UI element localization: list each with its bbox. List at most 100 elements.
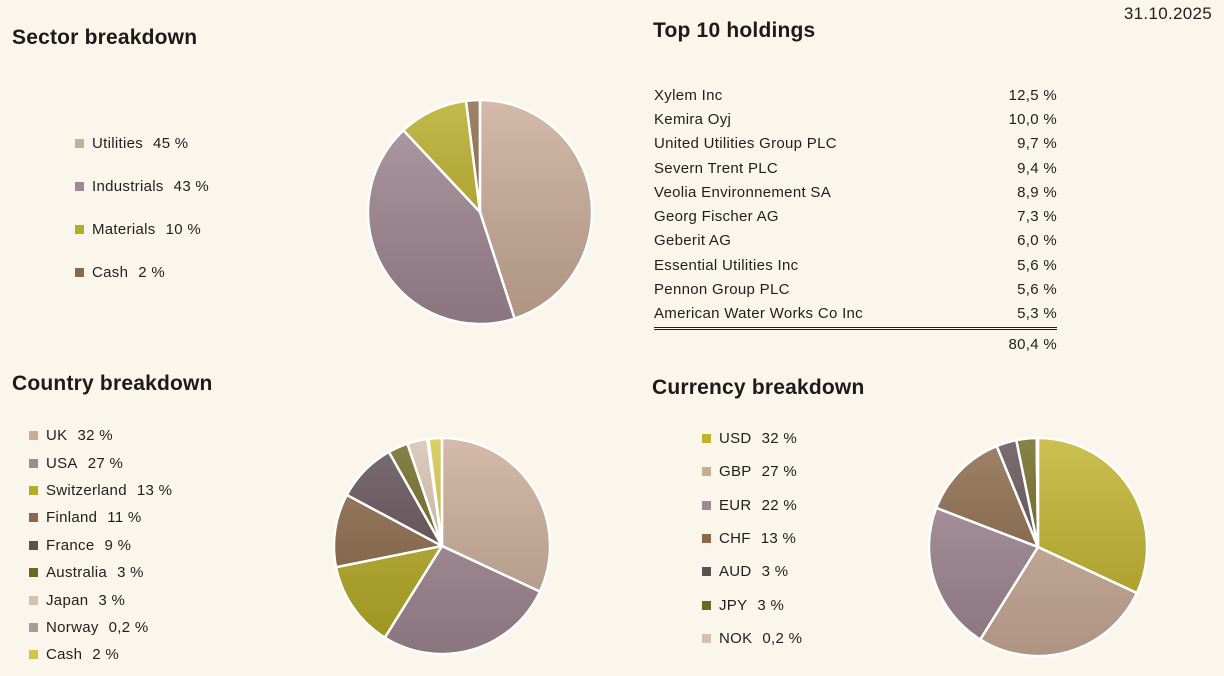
holding-value: 10,0 %: [1008, 110, 1057, 128]
legend-label: GBP: [719, 463, 752, 481]
holding-value: 5,3 %: [1017, 305, 1057, 323]
legend-value: 3 %: [98, 591, 126, 609]
legend-item-norway: Norway 0,2 %: [29, 614, 172, 641]
legend-item-materials: Materials 10 %: [75, 208, 209, 251]
legend-swatch: [75, 225, 84, 234]
legend-swatch: [702, 434, 711, 444]
legend-item-nok: NOK 0,2 %: [702, 622, 802, 655]
holding-name: Pennon Group PLC: [654, 281, 790, 299]
legend-value: 2 %: [138, 264, 165, 281]
legend-swatch: [29, 513, 38, 523]
holdings-total: 80,4 %: [1008, 335, 1057, 353]
currency-legend: USD 32 % GBP 27 % EUR 22 % CHF 13 % AUD 3 % JPY 3 %…: [702, 422, 802, 655]
legend-label: Switzerland: [46, 481, 127, 499]
holding-name: Severn Trent PLC: [654, 159, 779, 177]
holding-row: Pennon Group PLC 5,6 %: [654, 277, 1057, 301]
legend-swatch: [29, 458, 38, 468]
holding-name: Veolia Environnement SA: [654, 183, 832, 201]
country-pie-chart: [322, 426, 562, 666]
legend-value: 45 %: [153, 135, 189, 152]
legend-value: 22 %: [761, 496, 797, 514]
legend-value: 2 %: [92, 646, 119, 664]
legend-item-france: France 9 %: [29, 532, 172, 559]
legend-swatch: [29, 622, 38, 632]
holdings-rows: Xylem Inc 12,5 % Kemira Oyj 10,0 % United Ut…: [654, 83, 1057, 326]
legend-value: 13 %: [760, 530, 797, 548]
currency-pie-chart: [918, 427, 1158, 667]
holding-value: 8,9 %: [1017, 183, 1057, 201]
legend-item-usd: USD 32 %: [702, 422, 802, 455]
legend-swatch: [75, 182, 84, 191]
legend-label: Cash: [46, 646, 83, 664]
legend-value: 11 %: [107, 509, 142, 527]
legend-swatch: [29, 540, 38, 550]
legend-label: France: [46, 536, 95, 554]
holding-row: Georg Fischer AG 7,3 %: [654, 204, 1057, 228]
legend-swatch: [29, 431, 38, 441]
legend-label: AUD: [719, 563, 752, 581]
holding-row: Severn Trent PLC 9,4 %: [654, 156, 1057, 180]
legend-label: Industrials: [92, 178, 164, 195]
legend-label: UK: [46, 427, 68, 445]
legend-swatch: [75, 268, 84, 277]
legend-value: 27 %: [87, 454, 124, 472]
legend-label: EUR: [719, 496, 752, 514]
legend-value: 13 %: [136, 481, 173, 499]
holding-value: 5,6 %: [1017, 256, 1057, 274]
legend-item-eur: EUR 22 %: [702, 489, 802, 522]
report-date: 31.10.2025: [1123, 4, 1212, 23]
legend-item-aud: AUD 3 %: [702, 555, 802, 588]
holding-row: Xylem Inc 12,5 %: [654, 83, 1057, 107]
holding-row: Essential Utilities Inc 5,6 %: [654, 253, 1057, 277]
holding-row: Geberit AG 6,0 %: [654, 229, 1057, 253]
top-holdings-title: Top 10 holdings: [653, 19, 816, 42]
holding-row: Kemira Oyj 10,0 %: [654, 107, 1057, 131]
legend-value: 27 %: [761, 463, 797, 481]
legend-value: 32 %: [761, 430, 797, 448]
legend-swatch: [702, 633, 711, 643]
legend-value: 32 %: [77, 427, 113, 445]
holding-name: American Water Works Co Inc: [654, 305, 863, 323]
legend-value: 3 %: [117, 564, 144, 582]
legend-label: Utilities: [92, 135, 144, 152]
legend-swatch: [702, 534, 711, 544]
legend-swatch: [702, 600, 711, 610]
legend-value: 10 %: [165, 221, 201, 238]
legend-value: 3 %: [757, 596, 785, 614]
legend-value: 9 %: [104, 536, 132, 554]
pie-svg: [927, 436, 1149, 658]
holding-value: 6,0 %: [1017, 232, 1057, 250]
legend-value: 3 %: [761, 563, 789, 581]
legend-item-gbp: GBP 27 %: [702, 455, 802, 488]
holding-name: Geberit AG: [654, 232, 732, 250]
legend-swatch: [29, 485, 38, 495]
holding-name: Georg Fischer AG: [654, 208, 779, 226]
holding-row: United Utilities Group PLC 9,7 %: [654, 132, 1057, 156]
legend-swatch: [29, 595, 38, 605]
holding-value: 9,7 %: [1017, 135, 1057, 153]
holding-value: 9,4 %: [1017, 159, 1057, 177]
holding-name: Kemira Oyj: [654, 110, 732, 128]
pie-svg: [332, 436, 552, 656]
legend-item-usa: USA 27 %: [29, 449, 172, 476]
holding-row: Veolia Environnement SA 8,9 %: [654, 180, 1057, 204]
legend-label: Finland: [46, 509, 98, 527]
legend-item-jpy: JPY 3 %: [702, 588, 802, 621]
holding-value: 7,3 %: [1017, 208, 1057, 226]
country-breakdown-title: Country breakdown: [12, 372, 213, 395]
holding-value: 12,5 %: [1008, 86, 1057, 104]
legend-label: Japan: [46, 591, 89, 609]
legend-label: Cash: [92, 264, 129, 281]
legend-item-switzerland: Switzerland 13 %: [29, 477, 172, 504]
legend-item-chf: CHF 13 %: [702, 522, 802, 555]
pie-svg: [366, 98, 594, 326]
top-holdings-table: Xylem Inc 12,5 % Kemira Oyj 10,0 % United Ut…: [654, 83, 1057, 357]
legend-label: USA: [46, 454, 78, 472]
legend-item-australia: Australia 3 %: [29, 559, 172, 586]
holding-name: United Utilities Group PLC: [654, 135, 837, 153]
legend-item-utilities: Utilities 45 %: [75, 122, 209, 165]
legend-item-japan: Japan 3 %: [29, 586, 172, 613]
legend-swatch: [29, 650, 38, 660]
legend-swatch: [702, 500, 711, 510]
